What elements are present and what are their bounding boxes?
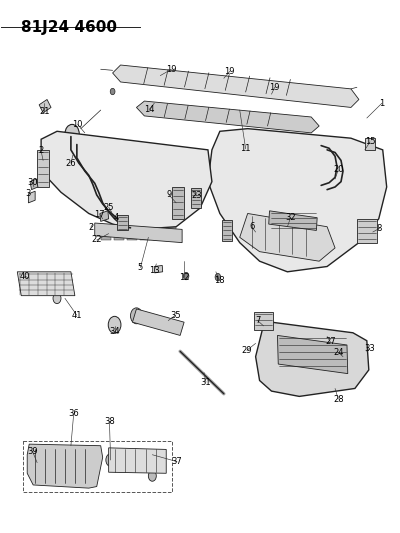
Text: 9: 9 [166, 190, 172, 199]
Polygon shape [117, 215, 128, 230]
Text: 10: 10 [72, 120, 83, 129]
Polygon shape [41, 131, 212, 229]
Polygon shape [30, 179, 38, 190]
Text: 19: 19 [224, 67, 235, 76]
Circle shape [148, 471, 156, 481]
Polygon shape [269, 211, 317, 230]
Text: 12: 12 [179, 272, 189, 281]
Text: 33: 33 [365, 344, 375, 353]
Text: 35: 35 [170, 311, 181, 320]
Circle shape [183, 272, 189, 280]
Text: 14: 14 [144, 105, 154, 114]
Circle shape [112, 204, 118, 213]
Polygon shape [136, 101, 319, 133]
Text: 41: 41 [72, 311, 82, 320]
Text: 39: 39 [27, 447, 38, 456]
Text: 23: 23 [192, 191, 202, 200]
Text: 29: 29 [242, 346, 252, 355]
Text: 2: 2 [88, 223, 93, 232]
Text: 21: 21 [39, 107, 50, 116]
Text: 26: 26 [66, 159, 76, 167]
Circle shape [65, 124, 79, 143]
Text: 24: 24 [333, 348, 344, 357]
Text: 4: 4 [113, 213, 118, 222]
Text: 15: 15 [365, 138, 375, 147]
Bar [127, 226, 137, 240]
Polygon shape [27, 444, 103, 488]
Polygon shape [222, 220, 232, 241]
Text: 22: 22 [92, 236, 102, 245]
Text: 18: 18 [214, 276, 224, 285]
Circle shape [110, 88, 115, 95]
Polygon shape [357, 219, 377, 243]
Text: 37: 37 [172, 457, 182, 466]
Circle shape [108, 317, 121, 333]
Text: 5: 5 [138, 263, 143, 272]
Text: 2: 2 [38, 147, 44, 156]
Bar [166, 226, 176, 240]
Text: 30: 30 [27, 178, 38, 187]
Polygon shape [240, 214, 335, 261]
Text: 13: 13 [149, 266, 160, 275]
Circle shape [285, 94, 290, 100]
Polygon shape [132, 309, 184, 335]
Text: 19: 19 [166, 64, 177, 74]
Polygon shape [256, 322, 369, 397]
Text: 1: 1 [379, 99, 384, 108]
Polygon shape [113, 65, 359, 108]
Text: 11: 11 [240, 144, 251, 154]
Text: 38: 38 [104, 417, 115, 426]
Bar [114, 226, 124, 240]
Polygon shape [95, 223, 182, 243]
Bar [101, 226, 111, 240]
Text: 32: 32 [285, 213, 296, 222]
Text: 31: 31 [201, 377, 211, 386]
Text: 6: 6 [249, 222, 254, 231]
Text: 3: 3 [26, 189, 31, 198]
Text: 81J24 4600: 81J24 4600 [21, 20, 117, 35]
Circle shape [215, 273, 221, 281]
Polygon shape [28, 191, 35, 203]
Circle shape [106, 454, 115, 466]
Polygon shape [37, 150, 49, 187]
Text: 34: 34 [109, 327, 120, 336]
Text: 19: 19 [270, 83, 280, 92]
Text: 17: 17 [94, 210, 105, 219]
Text: 20: 20 [333, 166, 344, 174]
Polygon shape [191, 188, 201, 208]
Polygon shape [254, 312, 274, 330]
Polygon shape [172, 187, 184, 219]
Polygon shape [109, 448, 166, 473]
Polygon shape [100, 211, 109, 221]
Circle shape [53, 293, 61, 304]
Text: 36: 36 [68, 409, 79, 418]
Polygon shape [39, 100, 51, 113]
Polygon shape [208, 128, 387, 272]
Polygon shape [154, 265, 163, 273]
Bar [153, 226, 163, 240]
Text: 27: 27 [325, 337, 336, 346]
Polygon shape [17, 272, 75, 296]
Polygon shape [278, 335, 348, 374]
Text: 25: 25 [103, 203, 114, 212]
Circle shape [130, 308, 142, 324]
Circle shape [198, 78, 202, 84]
Text: 40: 40 [19, 271, 30, 280]
Bar [140, 226, 150, 240]
Text: 28: 28 [333, 394, 344, 403]
Text: 8: 8 [377, 224, 382, 233]
Polygon shape [365, 138, 375, 150]
Text: 7: 7 [255, 316, 260, 325]
